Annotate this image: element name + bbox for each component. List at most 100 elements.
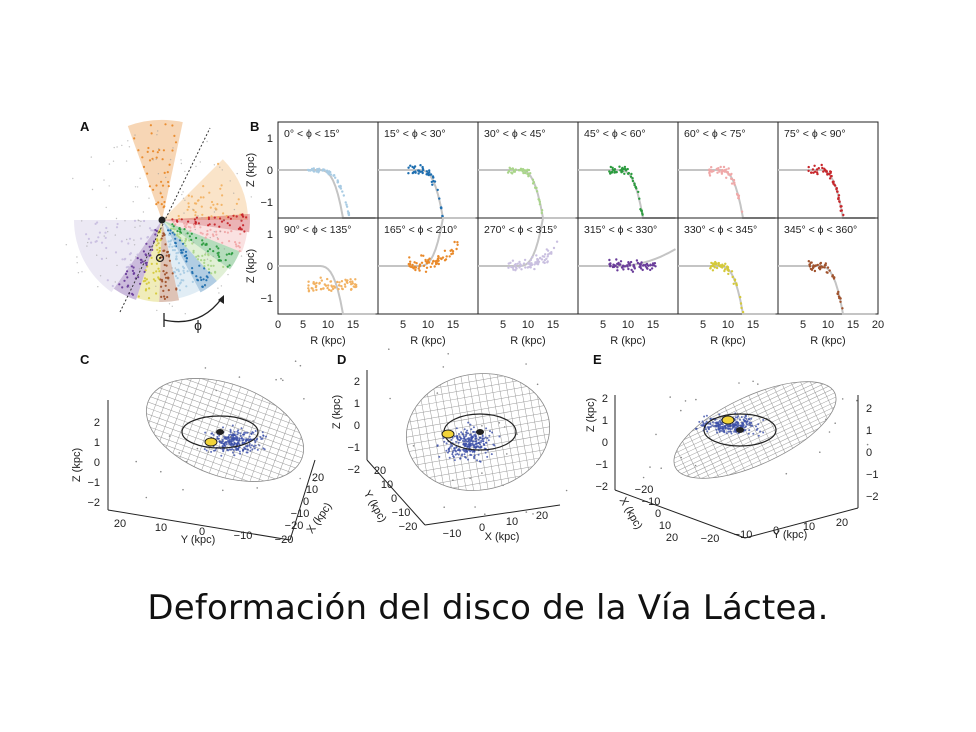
star-point <box>212 434 215 436</box>
outlier-point <box>452 479 454 482</box>
polar-point <box>155 270 158 273</box>
background-point <box>194 228 196 231</box>
outlier-point <box>498 422 501 424</box>
data-point <box>440 207 443 210</box>
data-point <box>346 281 349 285</box>
star-point <box>244 447 246 450</box>
star-point <box>479 446 482 449</box>
data-point <box>433 265 436 268</box>
star-point <box>457 441 460 444</box>
star-point <box>718 419 721 422</box>
star-point <box>474 434 477 437</box>
star-point <box>721 427 724 430</box>
polar-wedge <box>113 220 162 300</box>
polar-point <box>160 203 163 206</box>
data-point <box>717 263 720 267</box>
data-point <box>733 181 736 184</box>
data-point <box>829 170 832 173</box>
data-point <box>315 288 318 292</box>
grid-line <box>159 387 303 441</box>
polar-point <box>235 215 238 218</box>
data-point <box>813 269 817 273</box>
data-point <box>619 260 623 263</box>
star-point <box>462 443 465 446</box>
grid-line <box>150 427 284 477</box>
solar-orbit <box>703 413 777 447</box>
polar-point <box>155 262 158 265</box>
data-point <box>540 209 544 212</box>
data-point <box>811 266 815 270</box>
data-point <box>342 194 345 197</box>
data-point <box>839 205 842 208</box>
background-point <box>133 239 135 241</box>
background-point <box>97 286 99 288</box>
polar-point <box>241 215 244 218</box>
data-point <box>306 168 310 172</box>
outlier-point <box>443 506 446 509</box>
data-point <box>528 265 531 269</box>
polar-point <box>206 229 209 233</box>
star-point <box>467 445 469 448</box>
polar-point <box>207 264 210 267</box>
star-point <box>462 433 464 436</box>
background-point <box>124 220 126 222</box>
data-point <box>532 181 536 184</box>
star-point <box>481 434 484 437</box>
background-point <box>206 258 209 260</box>
polar-point <box>167 240 170 243</box>
polar-point <box>152 271 155 274</box>
polar-point <box>206 276 209 279</box>
outlier-point <box>525 511 528 513</box>
background-point <box>199 161 201 163</box>
polar-point <box>123 279 126 282</box>
data-point <box>409 164 412 167</box>
polar-point <box>167 185 170 188</box>
panel-a-label: A <box>80 119 90 134</box>
polar-point <box>144 262 147 265</box>
polar-point <box>167 180 170 184</box>
polar-point <box>194 211 197 214</box>
star-point <box>457 448 460 451</box>
polar-point <box>180 279 183 282</box>
grid-outline <box>673 381 837 479</box>
x-tick-label: 15 <box>847 319 859 331</box>
polar-point <box>152 188 155 191</box>
data-point <box>552 246 556 250</box>
polar-point <box>199 196 202 199</box>
polar-point <box>238 241 241 244</box>
polar-point <box>199 226 202 229</box>
data-point <box>511 259 515 262</box>
star-point <box>203 448 206 451</box>
phi-arrowhead <box>218 295 224 304</box>
data-point <box>727 173 730 176</box>
star-point <box>232 433 235 436</box>
star-point <box>218 434 221 437</box>
star-point <box>700 424 703 427</box>
star-point <box>205 449 208 452</box>
polar-point <box>204 253 207 256</box>
polar-point <box>169 240 172 243</box>
data-point <box>344 285 347 288</box>
polar-point <box>226 231 229 234</box>
polar-point <box>111 284 114 288</box>
polar-point <box>181 251 184 254</box>
polar-point <box>217 237 220 241</box>
z-tick-label: −2 <box>87 497 100 509</box>
data-point <box>815 168 819 171</box>
data-point <box>517 169 521 172</box>
panel-b-subplot-grid: 0° < ϕ < 15°10−1Z (kpc)15° < ϕ < 30° 30° … <box>245 121 884 347</box>
x-tick-label: 20 <box>312 472 324 484</box>
data-point <box>436 188 439 192</box>
x-tick-label: 10 <box>822 319 834 331</box>
star-point <box>750 417 753 420</box>
polar-point <box>176 220 179 223</box>
x-tick-label: −20 <box>285 520 304 532</box>
warp-grid <box>673 381 837 479</box>
grid-line <box>728 438 807 476</box>
outlier-point <box>680 409 682 412</box>
polar-point <box>87 237 90 240</box>
data-point <box>441 256 445 259</box>
star-point <box>468 438 471 441</box>
star-point <box>476 442 479 445</box>
polar-point <box>171 124 174 127</box>
